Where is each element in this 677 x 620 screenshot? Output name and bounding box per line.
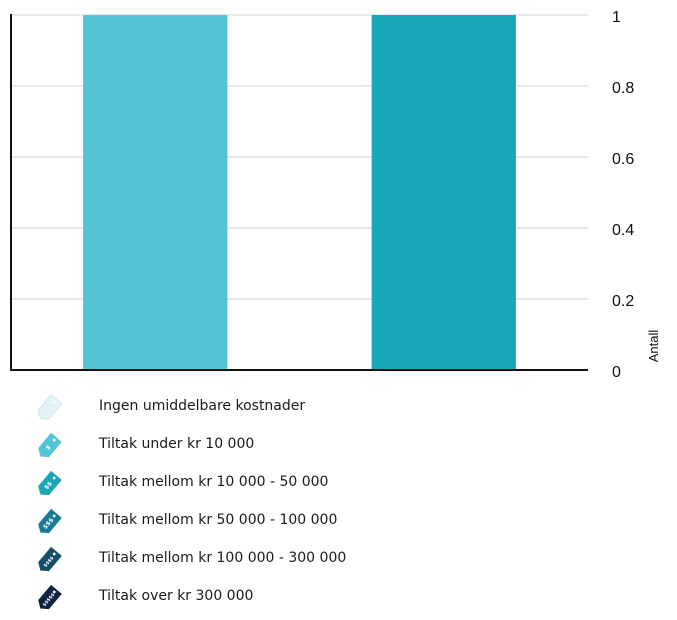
y-tick-label: 0.6 <box>612 151 634 168</box>
bar-chart: 0 0.2 0.4 0.6 0.8 1 Antall <box>10 9 661 381</box>
bar <box>371 15 516 370</box>
y-axis-title: Antall <box>646 330 661 363</box>
legend-label: Tiltak under kr 10 000 <box>99 436 255 452</box>
legend-item: $ Tiltak under kr 10 000 <box>34 430 654 468</box>
legend-item: $$$$$ Tiltak over kr 300 000 <box>34 582 654 620</box>
legend-label: Tiltak mellom kr 100 000 - 300 000 <box>99 550 347 566</box>
price-tag-icon: $$ <box>38 470 62 496</box>
legend-label: Tiltak mellom kr 10 000 - 50 000 <box>99 474 329 490</box>
y-tick-label: 0.4 <box>612 222 634 239</box>
legend-item: $$ Tiltak mellom kr 10 000 - 50 000 <box>34 468 654 506</box>
y-tick-label: 0.2 <box>612 293 634 310</box>
y-tick-label: 1 <box>612 9 621 26</box>
price-tag-icon <box>37 394 63 420</box>
legend: Ingen umiddelbare kostnader $ Tiltak under… <box>34 392 654 620</box>
legend-item: $$$ Tiltak mellom kr 50 000 - 100 000 <box>34 506 654 544</box>
price-tag-icon: $$$$$ <box>38 584 62 610</box>
y-tick-label: 0 <box>612 364 621 381</box>
legend-label: Tiltak mellom kr 50 000 - 100 000 <box>99 512 338 528</box>
svg-text:$$: $$ <box>43 480 54 491</box>
svg-text:$: $ <box>44 444 52 452</box>
legend-item: $$$$ Tiltak mellom kr 100 000 - 300 000 <box>34 544 654 582</box>
price-tag-icon: $$$$ <box>38 546 62 572</box>
legend-item: Ingen umiddelbare kostnader <box>34 392 654 430</box>
y-tick-labels: 0 0.2 0.4 0.6 0.8 1 <box>612 9 634 381</box>
legend-label: Tiltak over kr 300 000 <box>99 588 254 604</box>
bar <box>83 15 228 370</box>
bars <box>83 15 516 370</box>
y-tick-label: 0.8 <box>612 80 634 97</box>
price-tag-icon: $ <box>38 432 62 458</box>
price-tag-icon: $$$ <box>38 508 62 534</box>
legend-label: Ingen umiddelbare kostnader <box>99 398 306 414</box>
axes <box>10 14 588 371</box>
